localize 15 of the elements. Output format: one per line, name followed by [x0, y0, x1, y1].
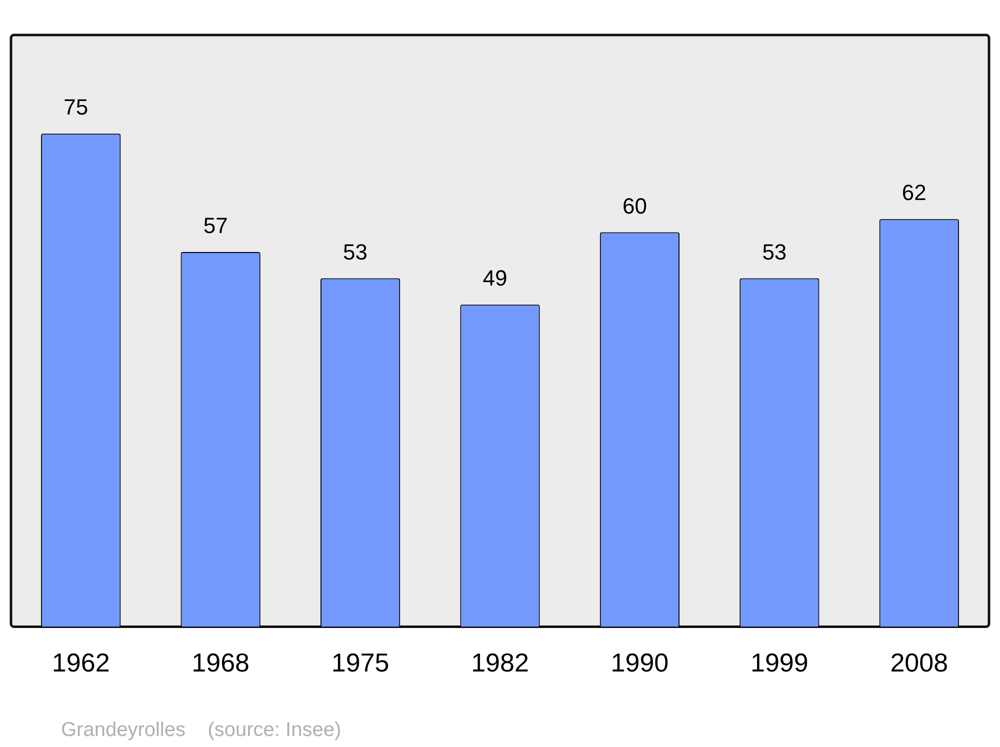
x-tick-label: 1982 — [471, 648, 529, 678]
data-label: 53 — [343, 239, 368, 264]
data-label: 60 — [622, 193, 647, 218]
x-tick-label: 1968 — [192, 648, 250, 678]
data-label: 49 — [482, 266, 508, 291]
text: Grandeyrolles (source: Insee) — [61, 719, 342, 742]
data-label: 75 — [64, 94, 88, 120]
x-tick-label: 2008 — [890, 648, 948, 678]
data-label: 53 — [762, 239, 787, 264]
x-tick-label: 1990 — [610, 648, 669, 678]
x-tick-label: 1962 — [52, 648, 110, 678]
data-label: 57 — [203, 213, 228, 238]
data-label: 62 — [902, 180, 926, 206]
x-tick-label: 1975 — [331, 648, 390, 678]
x-tick-label: 1999 — [750, 648, 808, 678]
